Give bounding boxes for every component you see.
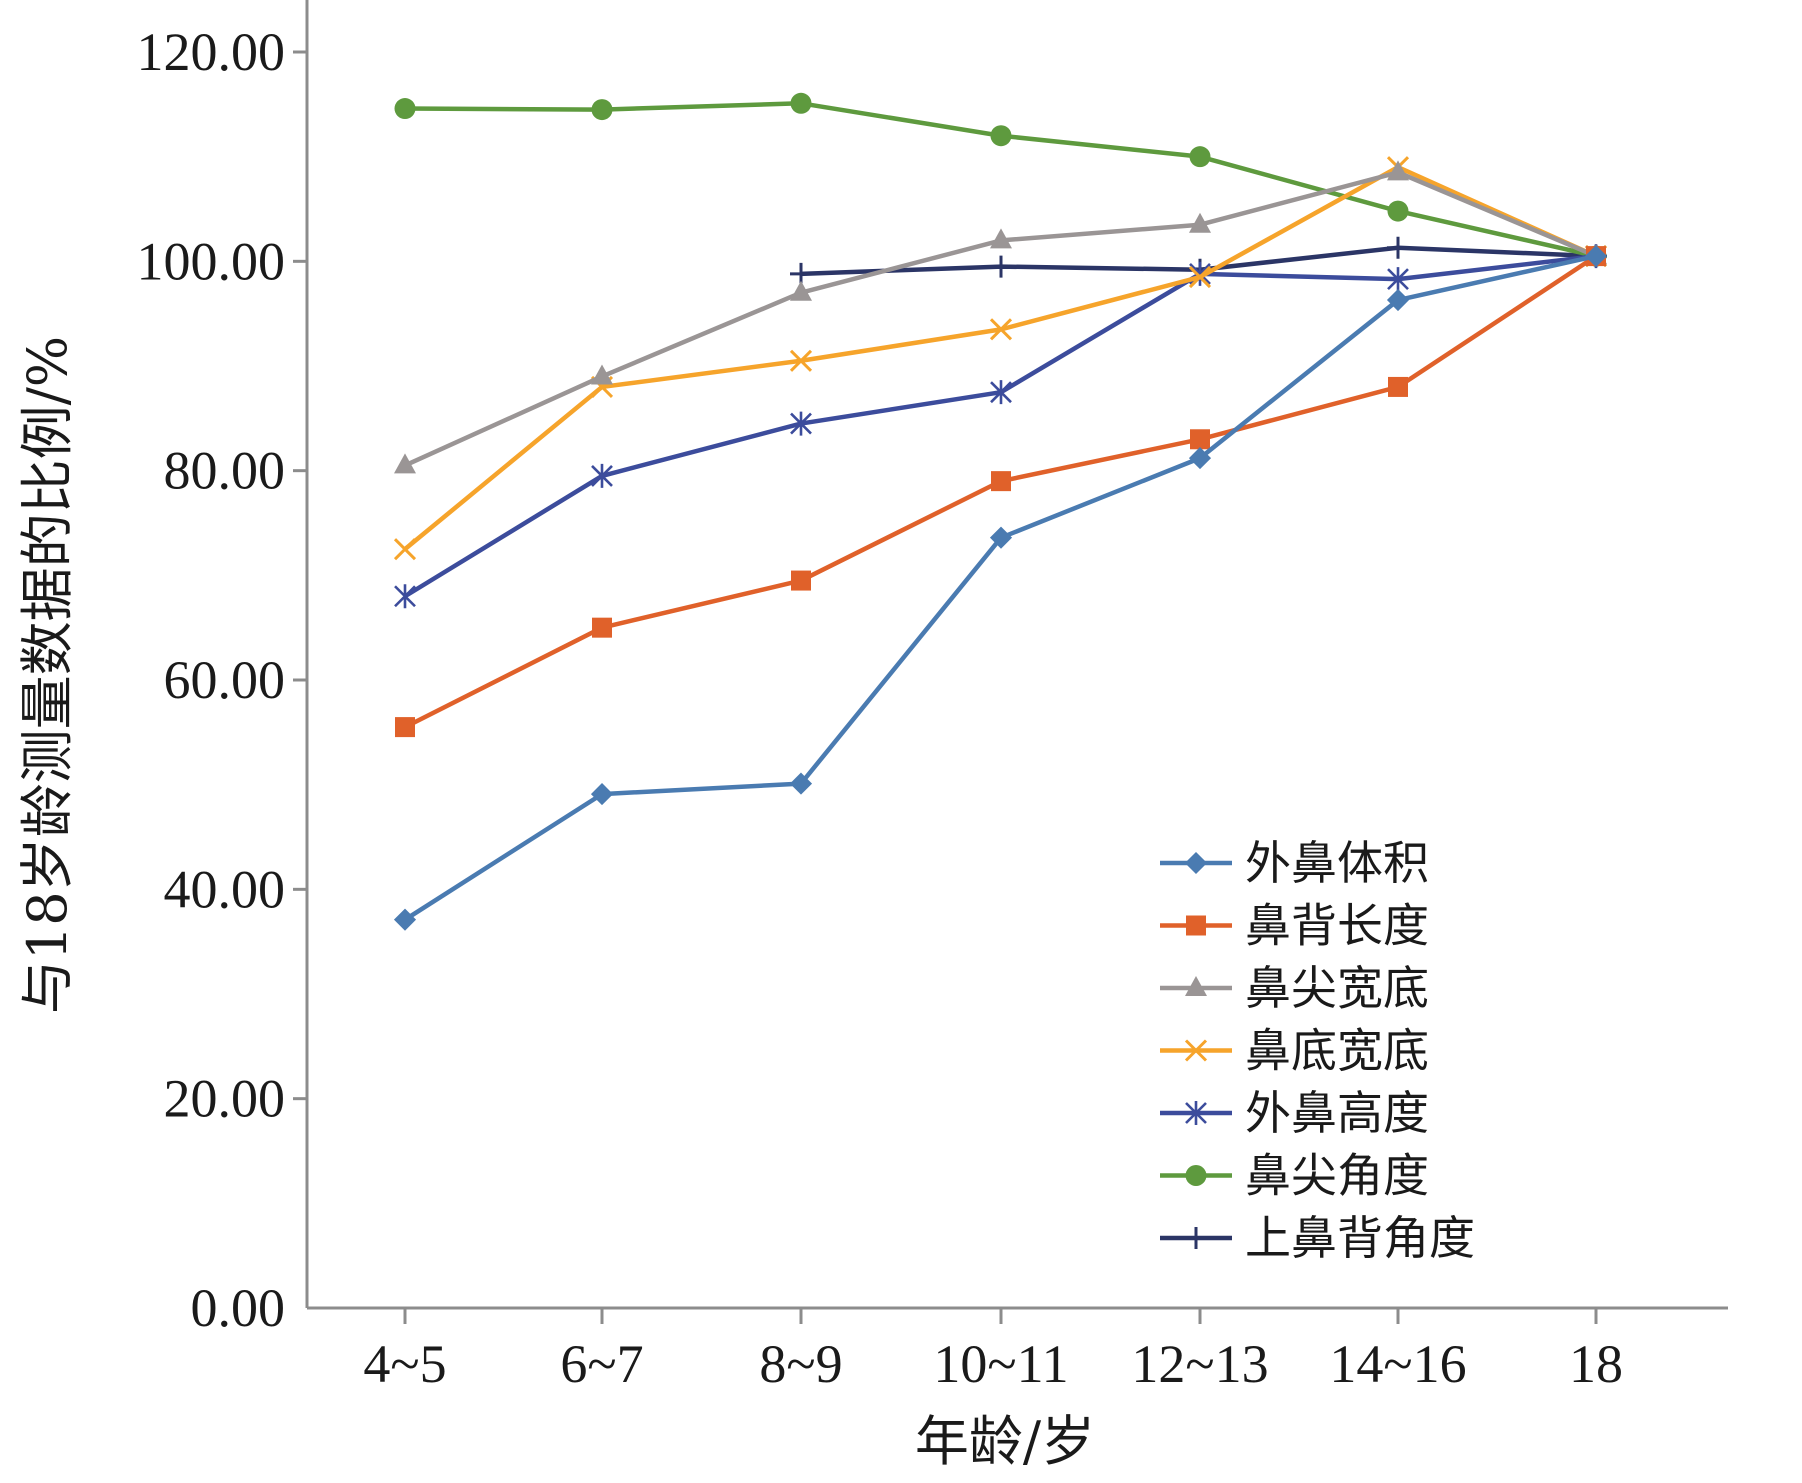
legend-marker bbox=[1184, 1039, 1208, 1062]
legend-label: 鼻尖宽底 bbox=[1245, 961, 1429, 1015]
plot-area bbox=[393, 92, 1608, 931]
legend-item: 鼻尖角度 bbox=[1160, 1149, 1429, 1203]
data-point bbox=[990, 255, 1012, 278]
legend-marker bbox=[1185, 1227, 1207, 1249]
y-tick-label: 60.00 bbox=[164, 650, 286, 710]
data-point bbox=[1189, 212, 1211, 233]
legend-marker bbox=[1185, 976, 1207, 996]
data-point bbox=[989, 318, 1013, 341]
series-4 bbox=[394, 244, 1607, 609]
data-point bbox=[990, 228, 1012, 249]
data-point bbox=[1189, 146, 1211, 168]
legend-label: 外鼻体积 bbox=[1245, 836, 1429, 890]
y-tick-label: 0.00 bbox=[191, 1278, 286, 1338]
data-point bbox=[394, 98, 416, 120]
x-tick-label: 10~11 bbox=[933, 1334, 1068, 1394]
x-tick-label: 18 bbox=[1569, 1334, 1623, 1394]
x-tick-label: 12~13 bbox=[1131, 1334, 1268, 1394]
legend-item: 上鼻背角度 bbox=[1160, 1211, 1475, 1265]
data-point bbox=[989, 526, 1013, 549]
data-point bbox=[591, 99, 613, 121]
data-point bbox=[1387, 267, 1409, 292]
data-point bbox=[990, 125, 1012, 147]
data-point bbox=[1188, 265, 1212, 289]
data-point bbox=[790, 411, 812, 436]
legend-marker bbox=[1186, 915, 1206, 936]
legend-item: 鼻底宽底 bbox=[1160, 1024, 1429, 1078]
legend-marker bbox=[1185, 1101, 1207, 1125]
y-tick-label: 100.00 bbox=[137, 231, 286, 291]
legend-marker bbox=[1185, 1165, 1207, 1186]
y-tick-label: 40.00 bbox=[164, 859, 286, 919]
data-point bbox=[1190, 429, 1210, 450]
data-point bbox=[790, 280, 812, 301]
legend-marker bbox=[1184, 851, 1208, 875]
data-point bbox=[393, 538, 417, 561]
data-point bbox=[1387, 236, 1409, 259]
data-point bbox=[395, 717, 415, 738]
data-point bbox=[394, 584, 416, 609]
data-point bbox=[991, 471, 1011, 492]
legend-label: 鼻底宽底 bbox=[1245, 1024, 1429, 1078]
x-ticks: 4~5 6~7 8~9 10~11 12~13 14~16 18 bbox=[363, 1308, 1623, 1394]
legend-item: 鼻尖宽底 bbox=[1160, 961, 1429, 1015]
series-line bbox=[403, 164, 1597, 551]
x-tick-label: 6~7 bbox=[560, 1334, 643, 1394]
data-point bbox=[394, 453, 416, 474]
data-point bbox=[591, 463, 613, 488]
y-tick-label: 120.00 bbox=[137, 22, 286, 82]
data-point bbox=[393, 908, 417, 931]
y-tick-label: 80.00 bbox=[164, 441, 286, 501]
x-tick-label: 14~16 bbox=[1329, 1334, 1466, 1394]
x-tick-label: 8~9 bbox=[759, 1334, 842, 1394]
data-point bbox=[590, 783, 614, 806]
y-axis-title: 与18岁龄测量数据的比例/% bbox=[16, 336, 79, 1014]
data-point bbox=[791, 570, 811, 591]
x-axis-title: 年龄/岁 bbox=[915, 1410, 1095, 1473]
legend-label: 上鼻背角度 bbox=[1245, 1211, 1475, 1265]
series-line bbox=[403, 253, 1597, 922]
data-point bbox=[1386, 288, 1410, 312]
y-ticks: 0.00 20.00 40.00 60.00 80.00 100.00 120.00 bbox=[137, 22, 307, 1338]
series-0 bbox=[393, 245, 1608, 931]
legend-item: 外鼻体积 bbox=[1160, 836, 1429, 890]
legend-item: 鼻背长度 bbox=[1160, 899, 1429, 953]
axes bbox=[305, 0, 1728, 1310]
data-point bbox=[592, 617, 612, 638]
y-tick-label: 20.00 bbox=[164, 1069, 286, 1129]
data-point bbox=[1584, 245, 1608, 268]
data-point bbox=[1188, 447, 1212, 470]
data-point bbox=[790, 92, 812, 114]
series-2 bbox=[394, 160, 1607, 474]
legend-item: 外鼻高度 bbox=[1160, 1086, 1429, 1140]
data-point bbox=[789, 349, 813, 372]
data-point bbox=[789, 772, 813, 795]
legend-label: 外鼻高度 bbox=[1245, 1086, 1429, 1140]
x-tick-label: 4~5 bbox=[363, 1334, 446, 1394]
data-point bbox=[591, 364, 613, 385]
data-point bbox=[1387, 160, 1409, 181]
data-point bbox=[1388, 376, 1408, 397]
data-point bbox=[1387, 200, 1409, 222]
data-point bbox=[990, 380, 1012, 405]
legend-label: 鼻背长度 bbox=[1245, 899, 1429, 953]
legend-label: 鼻尖角度 bbox=[1245, 1149, 1429, 1203]
